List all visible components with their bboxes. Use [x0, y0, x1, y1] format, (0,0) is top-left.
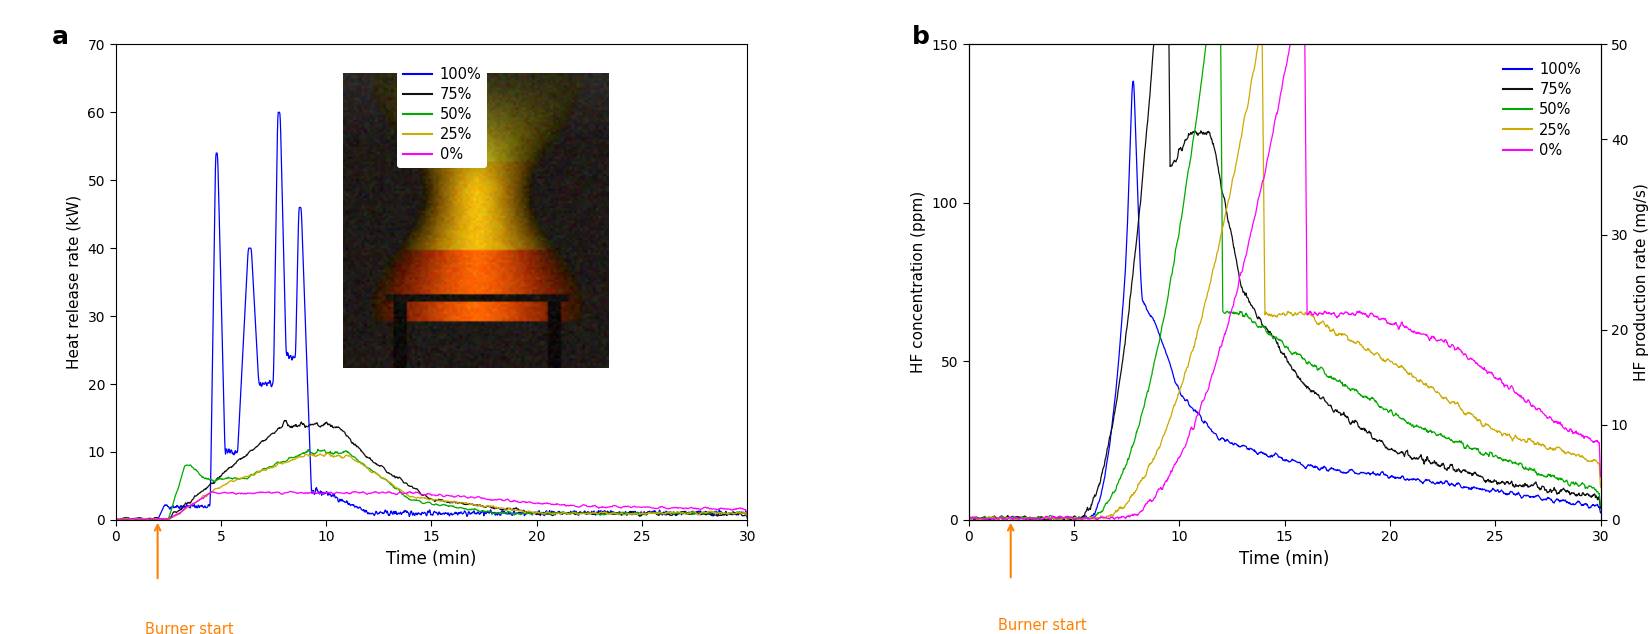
Text: Burner start: Burner start — [145, 622, 234, 634]
X-axis label: Time (min): Time (min) — [1239, 550, 1330, 568]
Legend: 100%, 75%, 50%, 25%, 0%: 100%, 75%, 50%, 25%, 0% — [398, 61, 487, 168]
Y-axis label: HF concentration (ppm): HF concentration (ppm) — [911, 191, 926, 373]
X-axis label: Time (min): Time (min) — [386, 550, 477, 568]
Y-axis label: Heat release rate (kW): Heat release rate (kW) — [68, 195, 82, 369]
Text: a: a — [53, 25, 69, 49]
Text: b: b — [912, 25, 929, 49]
Text: Burner start: Burner start — [998, 618, 1087, 633]
Legend: 100%, 75%, 50%, 25%, 0%: 100%, 75%, 50%, 25%, 0% — [1497, 56, 1587, 164]
Y-axis label: HF production rate (mg/s): HF production rate (mg/s) — [1634, 183, 1648, 381]
